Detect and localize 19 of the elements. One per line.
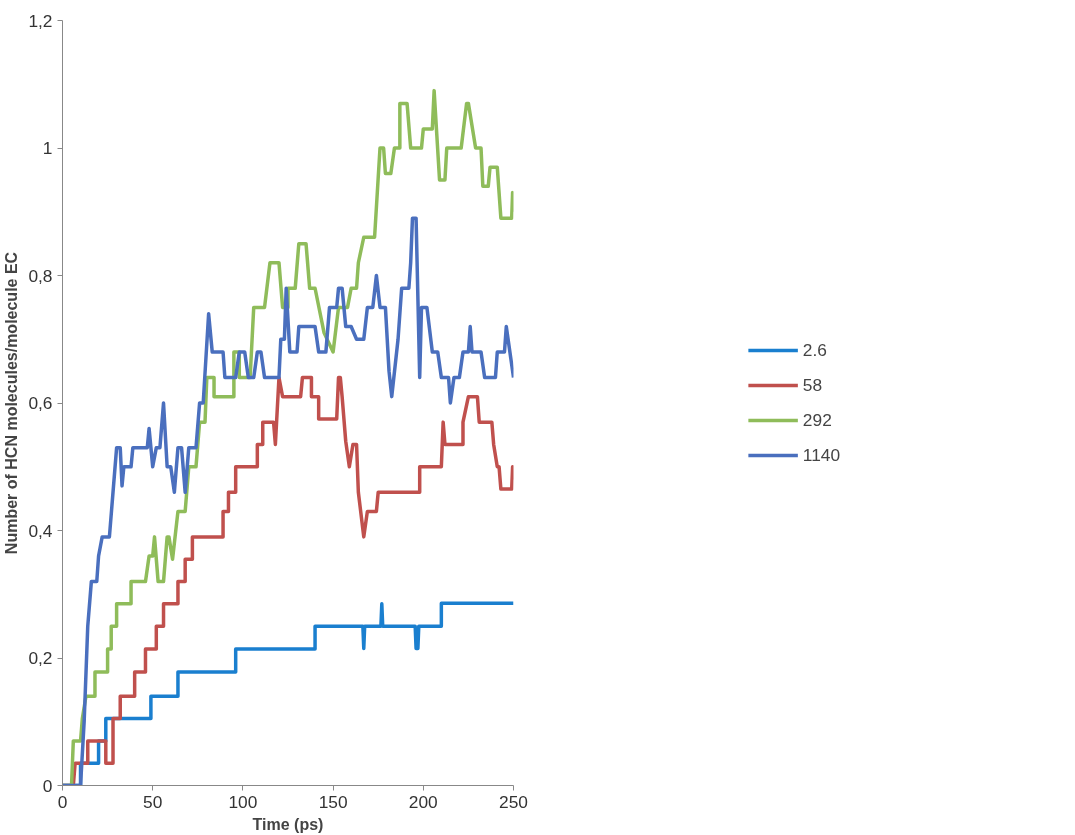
legend-label: 2.6: [802, 339, 827, 361]
y-tick-label: 0,8: [28, 265, 53, 286]
y-tick-label: 0,4: [28, 520, 53, 541]
y-tick-label: 1,2: [28, 10, 53, 31]
x-tick-label: 200: [408, 791, 438, 812]
x-tick-label: 250: [499, 791, 528, 812]
y-tick-label: 0,6: [28, 393, 53, 413]
y-tick-label: 0: [42, 775, 53, 796]
x-axis-title: Time (ps): [252, 815, 324, 833]
y-tick-label: 1: [42, 138, 53, 158]
legend-label: 58: [802, 374, 823, 396]
x-tick-label: 100: [228, 791, 258, 812]
legend-label: 1140: [802, 444, 841, 466]
y-axis-title: Number of HCN molecules/molecule EC: [3, 251, 21, 555]
x-tick-label: 50: [143, 791, 163, 812]
x-tick-label: 150: [318, 791, 348, 812]
y-tick-label: 0,2: [28, 648, 53, 668]
legend-label: 292: [802, 409, 832, 431]
x-tick-label: 0: [57, 791, 68, 812]
